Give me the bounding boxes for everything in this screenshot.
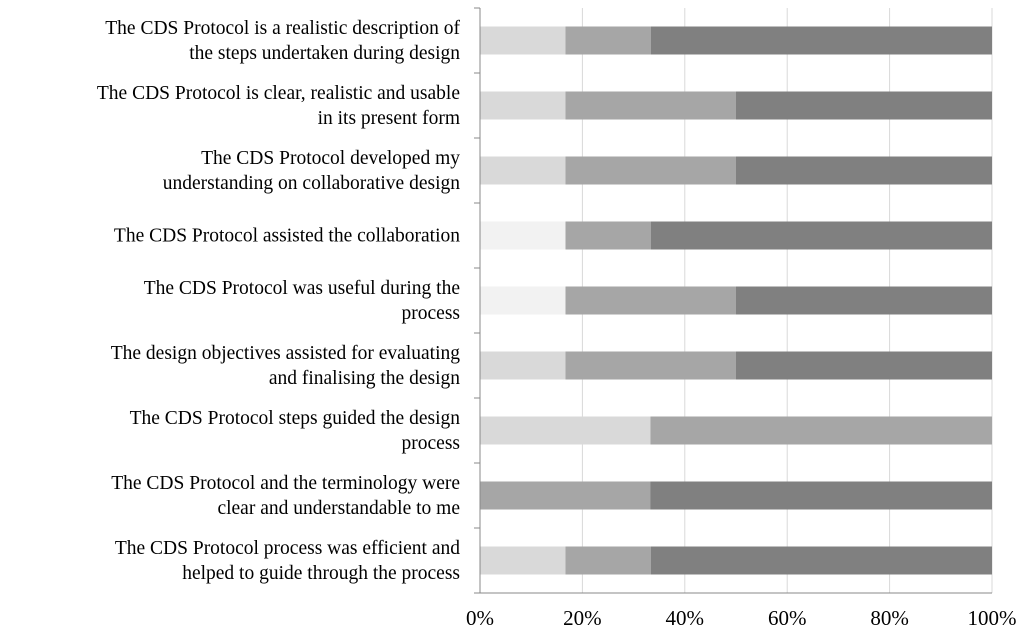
category-label: The CDS Protocol process was efficient a… bbox=[114, 537, 460, 584]
category-label: The CDS Protocol developed my understand… bbox=[162, 147, 460, 194]
x-tick-label: 100% bbox=[967, 606, 1017, 630]
bar-segment bbox=[480, 286, 566, 315]
bar-segment bbox=[480, 416, 651, 445]
bar-segment bbox=[651, 546, 992, 575]
category-label: The CDS Protocol assisted the collaborat… bbox=[113, 225, 460, 246]
category-label: The CDS Protocol is clear, realistic and… bbox=[96, 82, 460, 129]
bar-segment bbox=[651, 26, 992, 55]
bar-segment bbox=[651, 221, 992, 250]
bar-segment bbox=[565, 351, 736, 380]
x-tick-label: 60% bbox=[767, 606, 807, 630]
bar-segment bbox=[736, 156, 992, 185]
x-tick-label: 80% bbox=[870, 606, 909, 630]
x-tick-label: 40% bbox=[665, 606, 705, 630]
category-label: The design objectives assisted for evalu… bbox=[110, 342, 460, 389]
x-tick-label: 20% bbox=[563, 606, 602, 630]
bar-segment bbox=[565, 546, 652, 575]
bar-segment bbox=[480, 91, 566, 120]
bar-segment bbox=[650, 416, 992, 445]
bar-segment bbox=[650, 481, 992, 510]
bar-segment bbox=[565, 156, 736, 185]
category-label: The CDS Protocol is a realistic descript… bbox=[105, 17, 460, 64]
category-label: The CDS Protocol and the terminology wer… bbox=[111, 472, 460, 519]
bar-segment bbox=[565, 221, 652, 250]
bar-segment bbox=[480, 481, 651, 510]
bar-segment bbox=[736, 286, 992, 315]
bar-segment bbox=[480, 221, 566, 250]
bar-segment bbox=[565, 26, 652, 55]
bar-segment bbox=[736, 91, 992, 120]
x-tick-label: 0% bbox=[466, 606, 494, 630]
category-label: The CDS Protocol was useful during the p… bbox=[143, 277, 460, 324]
bar-segment bbox=[736, 351, 992, 380]
bar-segment bbox=[565, 91, 736, 120]
bar-segment bbox=[565, 286, 736, 315]
bar-segment bbox=[480, 351, 566, 380]
category-label: The CDS Protocol steps guided the design… bbox=[129, 407, 460, 454]
bar-segment bbox=[480, 546, 566, 575]
bar-segment bbox=[480, 156, 566, 185]
bar-segment bbox=[480, 26, 566, 55]
